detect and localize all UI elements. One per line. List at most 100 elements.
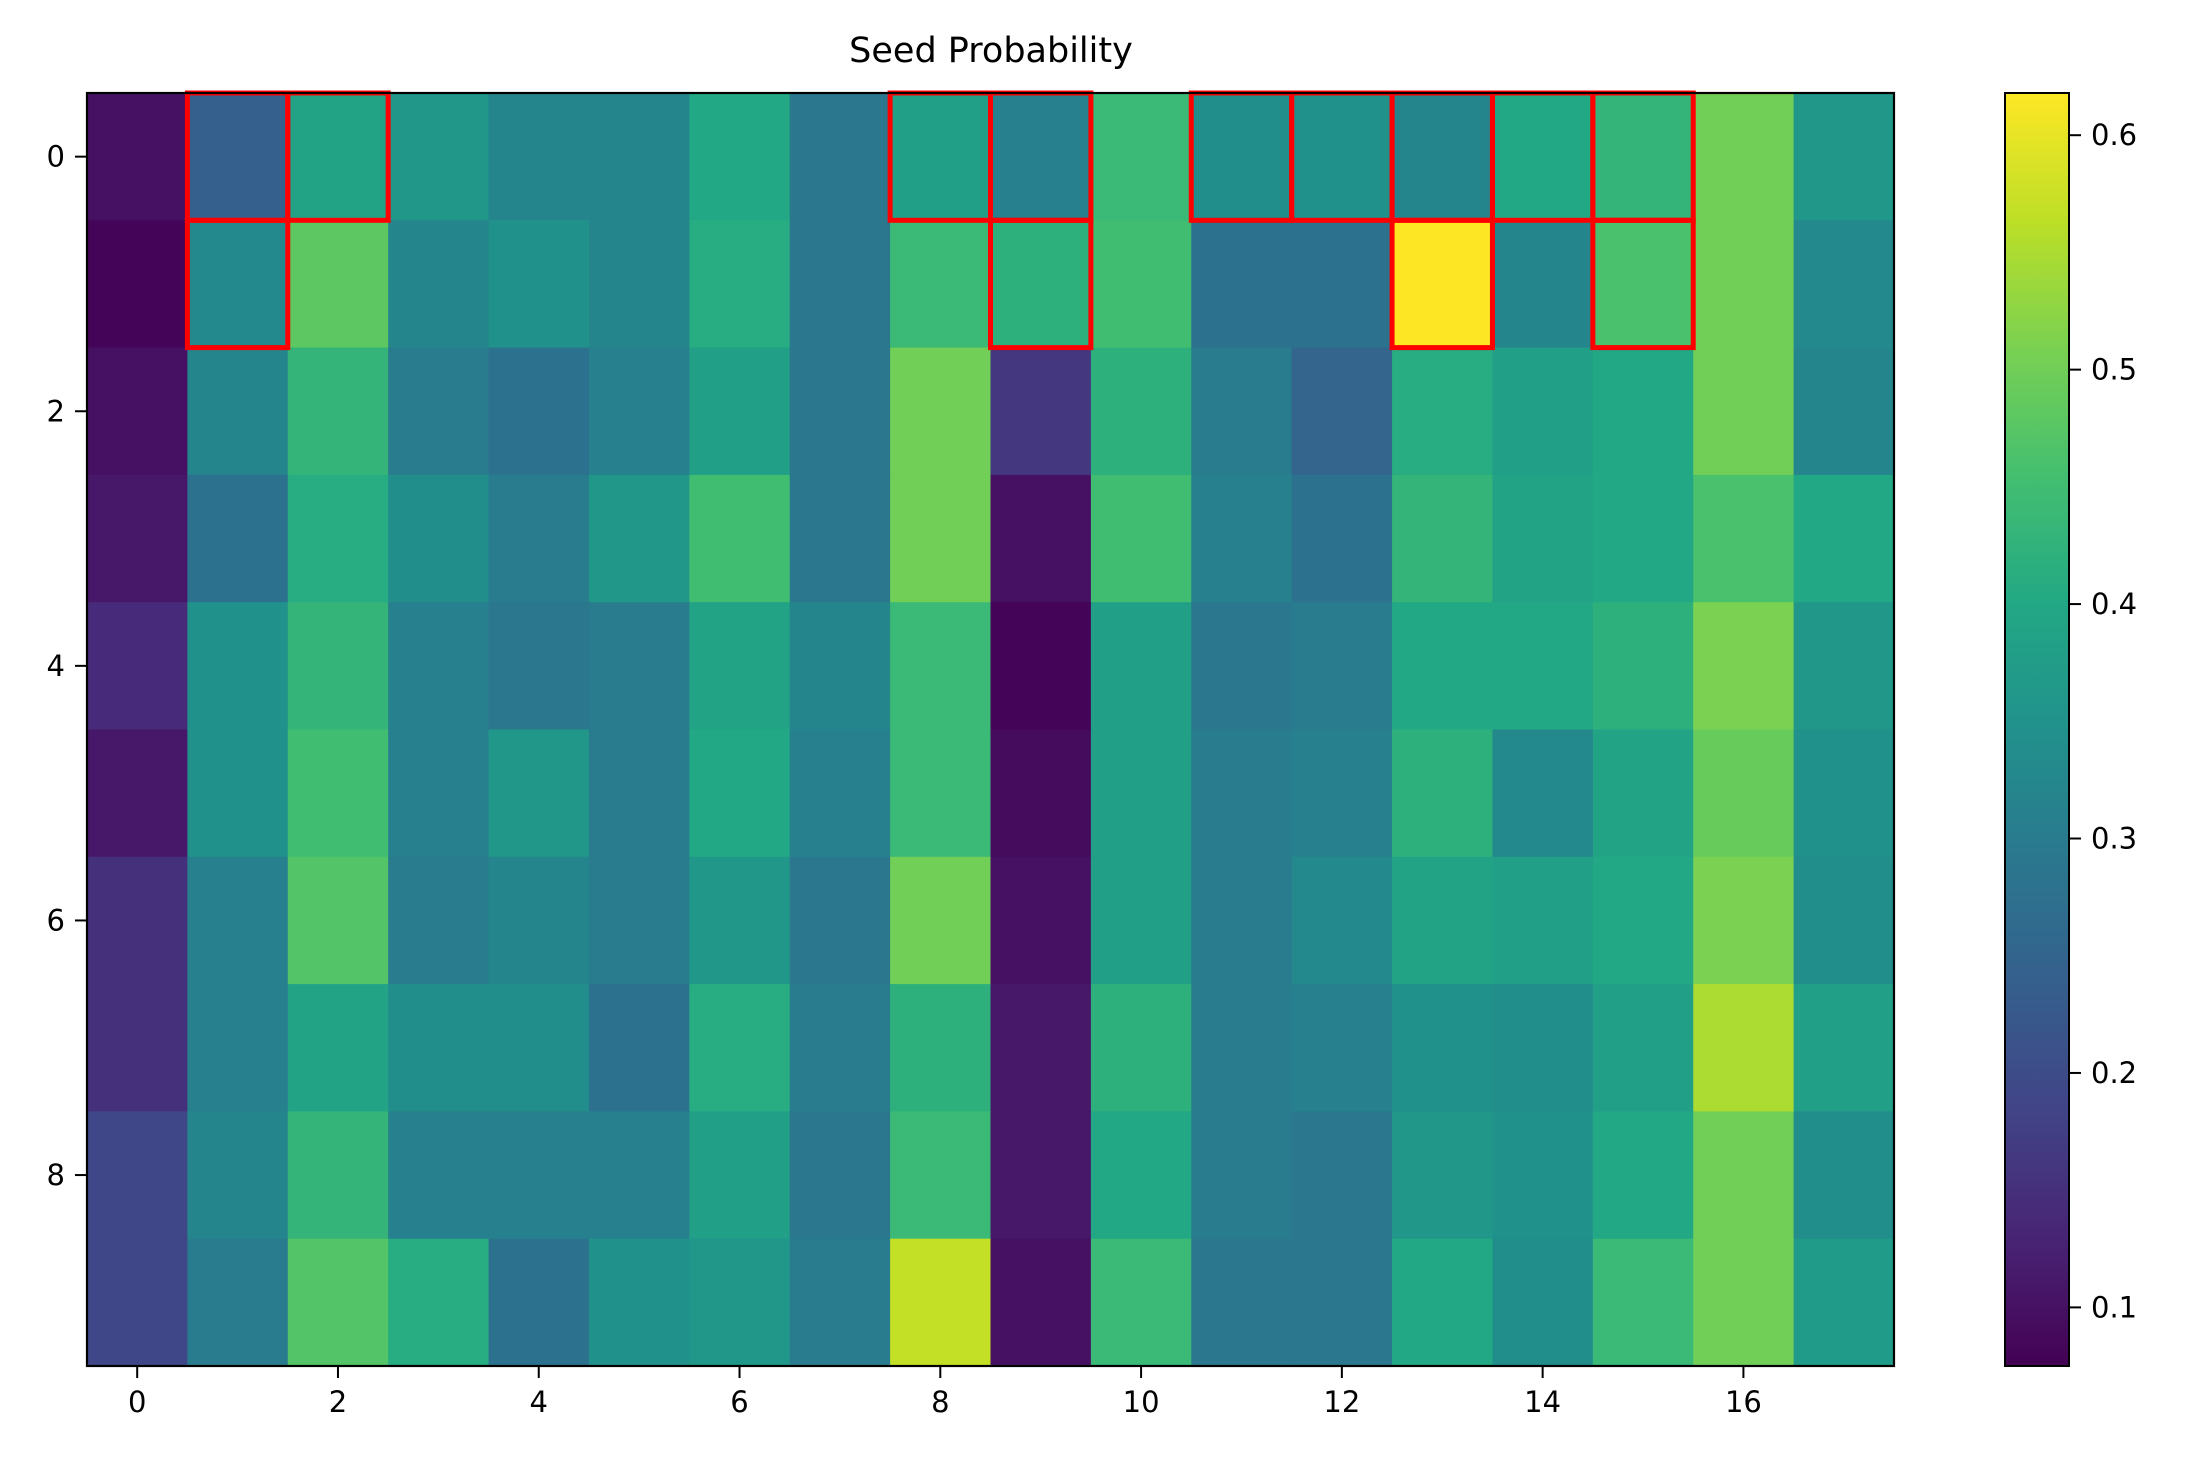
- heatmap-cell: [488, 1111, 590, 1240]
- heatmap-cell: [488, 93, 590, 221]
- heatmap-cell: [890, 1111, 992, 1240]
- heatmap-cell: [287, 729, 389, 858]
- y-tick-label: 0: [47, 140, 65, 174]
- heatmap-cell: [990, 93, 1092, 221]
- heatmap-cell: [287, 93, 389, 221]
- heatmap-cell: [1793, 347, 1895, 476]
- x-tick-label: 2: [329, 1385, 347, 1419]
- heatmap-cell: [789, 984, 891, 1112]
- heatmap-cell: [1392, 729, 1494, 858]
- heatmap-cell: [488, 729, 590, 858]
- heatmap-cell: [1492, 729, 1594, 858]
- heatmap-cell: [890, 1238, 992, 1367]
- heatmap-cell: [187, 220, 289, 349]
- heatmap-cell: [388, 1111, 490, 1240]
- heatmap-cell: [789, 1111, 891, 1240]
- heatmap-cell: [1090, 729, 1192, 858]
- heatmap-cell: [990, 1238, 1092, 1367]
- heatmap-cell: [588, 602, 690, 731]
- y-tick-label: 4: [47, 649, 65, 683]
- heatmap-cell: [1793, 474, 1895, 603]
- heatmap-cell: [1492, 856, 1594, 985]
- heatmap-cell: [87, 220, 188, 349]
- heatmap-cell: [1291, 347, 1393, 476]
- heatmap-cell: [388, 602, 490, 731]
- x-tick-label: 14: [1524, 1385, 1561, 1419]
- heatmap-cell: [1693, 93, 1795, 221]
- heatmap-cell: [1291, 984, 1393, 1112]
- x-axis: 0 2 4 6 8 10 12 14 16: [128, 1366, 1762, 1419]
- heatmap-cell: [1191, 856, 1293, 985]
- heatmap-cell: [187, 93, 289, 221]
- heatmap-cell: [890, 729, 992, 858]
- heatmap-cell: [287, 1238, 389, 1367]
- heatmap-cell: [1090, 984, 1192, 1112]
- heatmap-cell: [890, 984, 992, 1112]
- heatmap-cell: [488, 1238, 590, 1367]
- heatmap-cell: [588, 729, 690, 858]
- heatmap-cell: [1291, 1111, 1393, 1240]
- heatmap-cell: [1392, 856, 1494, 985]
- heatmap-cell: [1592, 347, 1694, 476]
- heatmap-cell: [990, 602, 1092, 731]
- heatmap-cell: [1793, 729, 1895, 858]
- heatmap-cell: [1090, 220, 1192, 349]
- heatmap-cell: [287, 602, 389, 731]
- heatmap-cell: [990, 729, 1092, 858]
- x-tick-label: 16: [1725, 1385, 1762, 1419]
- heatmap-cell: [287, 220, 389, 349]
- heatmap-cell: [187, 984, 289, 1112]
- colorbar-gradient: [2004, 92, 2070, 1367]
- heatmap-cell: [1693, 1238, 1795, 1367]
- heatmap-cell: [488, 856, 590, 985]
- heatmap-cell: [990, 474, 1092, 603]
- heatmap-cell: [1191, 474, 1293, 603]
- plot-frame: [85, 91, 1896, 1368]
- heatmap-cell: [689, 474, 791, 603]
- heatmap-cell: [789, 1238, 891, 1367]
- heatmap-cell: [890, 220, 992, 349]
- heatmap-cell: [388, 984, 490, 1112]
- heatmap-cell: [1693, 729, 1795, 858]
- heatmap-cell: [87, 347, 188, 476]
- heatmap-cell: [388, 220, 490, 349]
- heatmap-cell: [488, 347, 590, 476]
- heatmap-cell: [1291, 93, 1393, 221]
- heatmap-cell: [1693, 602, 1795, 731]
- heatmap-cell: [187, 856, 289, 985]
- heatmap-cell: [187, 474, 289, 603]
- heatmap-cell: [87, 984, 188, 1112]
- heatmap-cell: [1592, 984, 1694, 1112]
- heatmap-cell: [1291, 1238, 1393, 1367]
- heatmap-cell: [588, 93, 690, 221]
- heatmap-cell: [1492, 1238, 1594, 1367]
- heatmap-cells: [87, 93, 1895, 1367]
- heatmap-cell: [1392, 474, 1494, 603]
- heatmap-cell: [1793, 1238, 1895, 1367]
- heatmap-cell: [488, 984, 590, 1112]
- heatmap-cell: [287, 474, 389, 603]
- heatmap-cell: [1291, 220, 1393, 349]
- heatmap-cell: [1090, 602, 1192, 731]
- heatmap-cell: [689, 93, 791, 221]
- heatmap-cell: [87, 856, 188, 985]
- heatmap-cell: [388, 93, 490, 221]
- heatmap-cell: [388, 856, 490, 985]
- heatmap-cell: [990, 984, 1092, 1112]
- heatmap-cell: [789, 93, 891, 221]
- heatmap-cell: [187, 602, 289, 731]
- heatmap-cell: [1392, 93, 1494, 221]
- heatmap-cell: [1191, 347, 1293, 476]
- heatmap-cell: [187, 1238, 289, 1367]
- heatmap-cell: [1592, 93, 1694, 221]
- heatmap-cell: [87, 93, 188, 221]
- heatmap-cell: [1392, 220, 1494, 349]
- x-tick-label: 0: [128, 1385, 146, 1419]
- heatmap-cell: [488, 602, 590, 731]
- heatmap-cell: [87, 729, 188, 858]
- heatmap-cell: [1191, 1238, 1293, 1367]
- heatmap-cell: [1392, 347, 1494, 476]
- colorbar-tick-label: 0.4: [2091, 587, 2137, 621]
- heatmap-cell: [689, 729, 791, 858]
